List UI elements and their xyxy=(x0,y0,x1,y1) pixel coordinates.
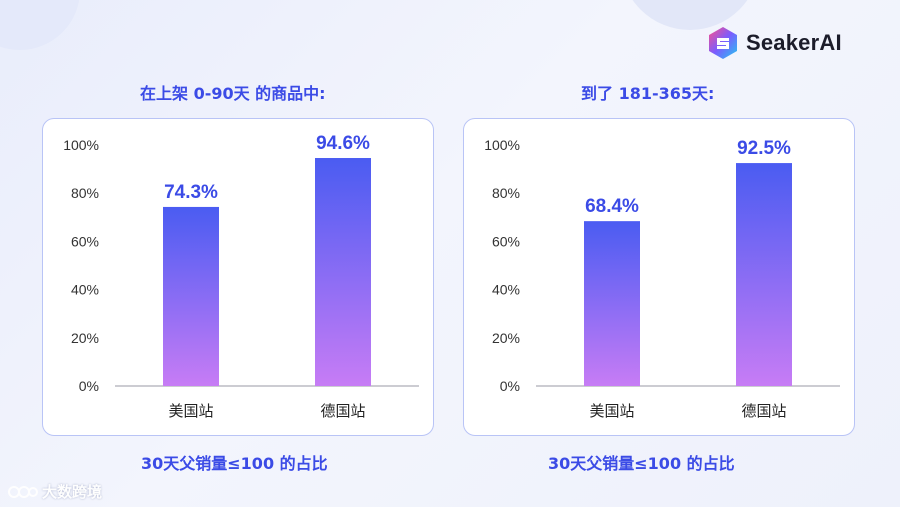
y-tick-label: 80% xyxy=(492,185,520,201)
y-tick-label: 0% xyxy=(79,378,99,394)
y-tick-label: 100% xyxy=(63,137,99,153)
bar xyxy=(584,221,640,386)
x-tick-label: 美国站 xyxy=(589,402,634,420)
y-tick-label: 20% xyxy=(71,330,99,346)
bar-chart-left: 0% 20% 40% 60% 80% 100% 74.3% 美国站 94.6% 德国站 xyxy=(63,133,419,420)
y-tick-label: 100% xyxy=(484,137,520,153)
brand-name: SeakerAI xyxy=(746,30,842,55)
y-tick-label: 0% xyxy=(500,378,520,394)
background-blob xyxy=(0,0,80,50)
chart-caption-left: 30天父销量≤100 的占比 xyxy=(141,454,328,473)
data-label: 94.6% xyxy=(316,133,370,154)
chart-title-right: 到了 181-365天: xyxy=(581,84,715,103)
bar-chart-right: 0% 20% 40% 60% 80% 100% 68.4% 美国站 92.5% 德国站 xyxy=(484,137,840,420)
y-tick-label: 40% xyxy=(492,282,520,298)
seaker-logo-icon xyxy=(709,27,737,59)
bar xyxy=(163,206,219,386)
watermark: 大数跨境 xyxy=(8,481,102,502)
x-tick-label: 美国站 xyxy=(168,402,213,420)
bar xyxy=(315,158,371,386)
y-tick-label: 80% xyxy=(71,185,99,201)
y-tick-label: 20% xyxy=(492,330,520,346)
data-label: 92.5% xyxy=(737,138,791,159)
x-tick-label: 德国站 xyxy=(741,402,786,420)
chart-caption-right: 30天父销量≤100 的占比 xyxy=(548,454,735,473)
chart-title-left: 在上架 0-90天 的商品中: xyxy=(140,84,326,103)
watermark-logo-icon xyxy=(8,485,38,498)
brand-logo: SeakerAI xyxy=(706,26,842,60)
chart-panel-right: 0% 20% 40% 60% 80% 100% 68.4% 美国站 92.5% 德国站 xyxy=(463,118,855,436)
watermark-text: 大数跨境 xyxy=(42,483,103,501)
x-tick-label: 德国站 xyxy=(320,402,365,420)
data-label: 74.3% xyxy=(164,182,218,203)
data-label: 68.4% xyxy=(585,196,639,217)
chart-panel-left: 0% 20% 40% 60% 80% 100% 74.3% 美国站 94.6% 德国站 xyxy=(42,118,434,436)
y-tick-label: 40% xyxy=(71,282,99,298)
bar xyxy=(736,163,792,386)
y-tick-label: 60% xyxy=(71,233,99,249)
y-tick-label: 60% xyxy=(492,233,520,249)
